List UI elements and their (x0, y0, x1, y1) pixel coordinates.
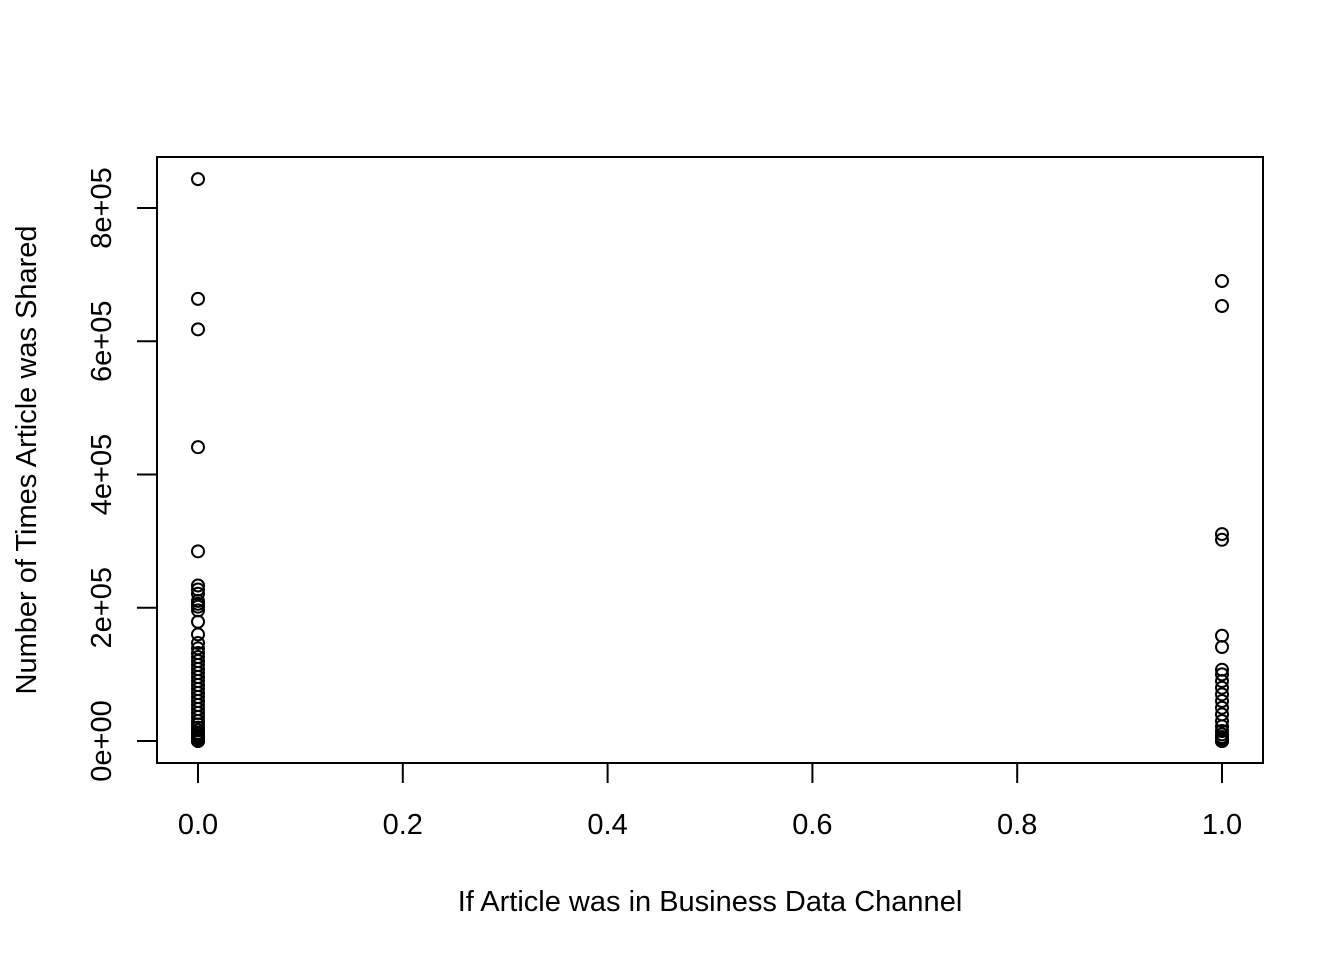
y-tick-label: 4e+05 (86, 434, 118, 515)
data-point (191, 322, 205, 337)
data-point (1215, 667, 1229, 682)
data-point (1215, 674, 1229, 689)
x-axis: 0.0 0.2 0.4 0.6 0.8 1.0 (178, 762, 1242, 841)
data-point (191, 627, 205, 642)
data-point (1215, 734, 1229, 748)
y-tick-label: 6e+05 (86, 301, 118, 382)
x-tick-label: 0.8 (997, 809, 1037, 841)
data-point (191, 291, 205, 306)
data-point (191, 710, 205, 725)
data-point (1215, 299, 1229, 314)
data-point (191, 544, 205, 559)
y-tick-label: 0e+00 (86, 700, 118, 781)
plot-frame (156, 156, 1264, 764)
data-point (1215, 694, 1229, 709)
data-point (1215, 687, 1229, 702)
data-point (191, 172, 205, 187)
data-point (191, 614, 205, 629)
x-axis-title: If Article was in Business Data Channel (458, 886, 963, 918)
points-layer (191, 172, 1229, 748)
data-point (191, 440, 205, 455)
data-point (1215, 640, 1229, 655)
data-point (1215, 532, 1229, 547)
y-tick-label: 8e+05 (86, 167, 118, 248)
x-tick-label: 0.0 (178, 809, 218, 841)
y-axis-title: Number of Times Article was Shared (11, 225, 43, 694)
x-tick-label: 0.2 (383, 809, 423, 841)
x-tick-label: 1.0 (1202, 809, 1242, 841)
data-point (1215, 700, 1229, 715)
y-axis: 0e+00 2e+05 4e+05 6e+05 8e+05 (86, 167, 158, 782)
data-point (1215, 527, 1229, 542)
data-point (1215, 274, 1229, 289)
data-point (191, 578, 205, 593)
y-tick-label: 2e+05 (86, 567, 118, 648)
x-tick-label: 0.4 (587, 809, 627, 841)
data-point (191, 599, 205, 614)
data-point (1215, 714, 1229, 729)
data-point (1215, 628, 1229, 643)
data-point (1215, 680, 1229, 695)
data-point (191, 636, 205, 651)
x-tick-label: 0.6 (792, 809, 832, 841)
data-point (191, 734, 205, 748)
